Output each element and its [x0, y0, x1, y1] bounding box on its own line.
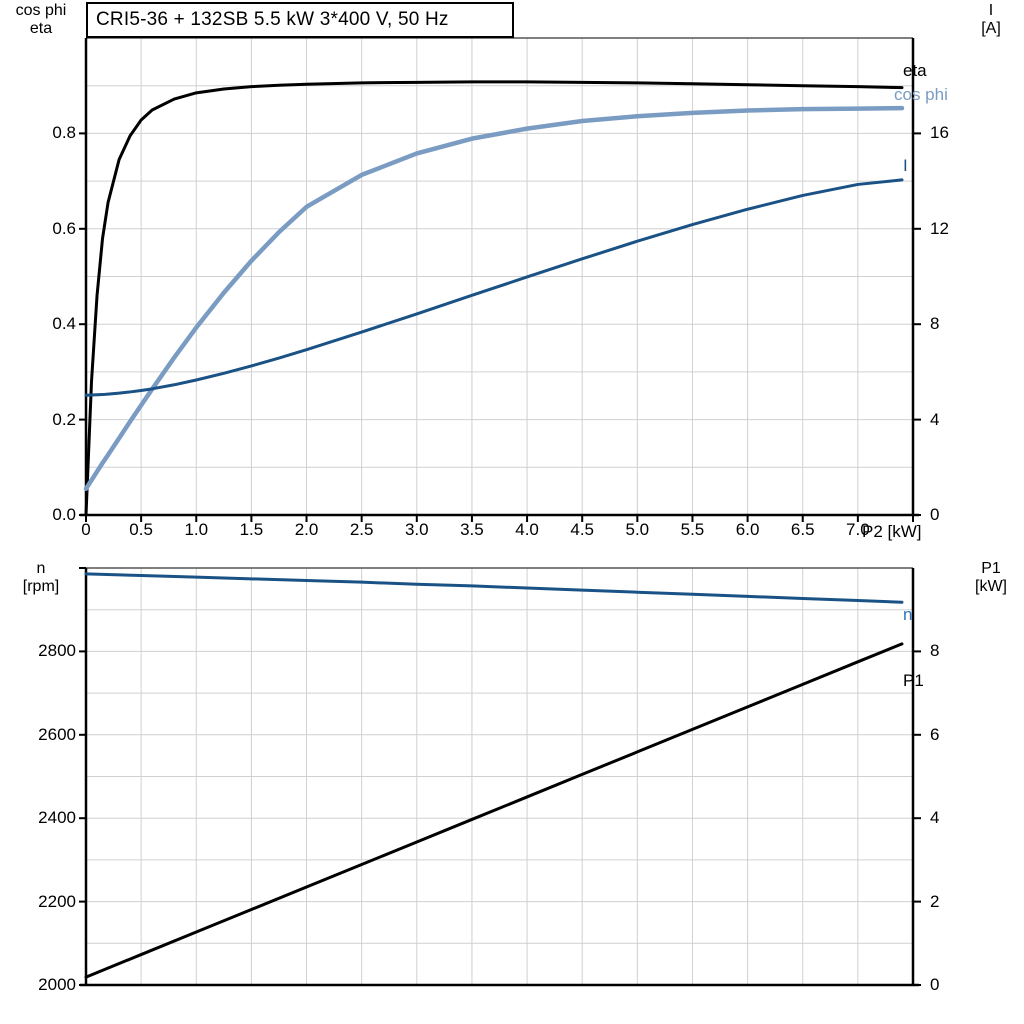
- x-tick-4.5: 4.5: [570, 520, 594, 539]
- bottom-left-tick-2400: 2400: [38, 808, 76, 828]
- x-axis-title: P2 [kW]: [862, 522, 922, 541]
- x-tick-6.0: 6.0: [735, 520, 760, 539]
- bottom-chart-svg: [79, 567, 921, 987]
- top-right-tick-4: 4: [930, 409, 940, 429]
- top-right-tick-8: 8: [930, 314, 940, 334]
- bottom-chart-tickmarks: [79, 567, 921, 986]
- bottom-curve-label-p1: P1: [903, 671, 924, 690]
- bottom-curve-label-speed: n: [903, 605, 913, 624]
- bottom-right-tick-0: 0: [930, 975, 940, 994]
- bottom-chart-frame: [80, 567, 919, 987]
- x-tick-5.0: 5.0: [625, 520, 650, 539]
- x-tick-3.5: 3.5: [460, 520, 484, 539]
- bottom-right-tick-6: 6: [930, 724, 940, 744]
- x-tick-4.0: 4.0: [515, 520, 539, 539]
- x-tick-3.0: 3.0: [404, 520, 429, 539]
- top-left-tick-0.4: 0.4: [52, 314, 76, 334]
- top-right-tick-16: 16: [930, 123, 949, 143]
- x-tick-2.5: 2.5: [349, 520, 374, 539]
- x-tick-0.5: 0.5: [129, 520, 153, 539]
- top-left-axis-title: cos phi eta: [15, 2, 67, 37]
- top-left-tick-0.2: 0.2: [52, 409, 76, 429]
- bottom-left-tick-2600: 2600: [38, 724, 76, 744]
- bottom-left-tick-2200: 2200: [38, 891, 76, 911]
- top-chart-curves: [83, 80, 905, 517]
- top-curve-label-eta: eta: [903, 61, 927, 80]
- chart-title-text: CRI5-36 + 132SB 5.5 kW 3*400 V, 50 Hz: [96, 9, 449, 30]
- top-chart-panel: cos phi eta I [A] CRI5-36 + 132SB 5.5 kW…: [15, 2, 1001, 541]
- x-tick-2.0: 2.0: [294, 520, 319, 539]
- top-left-tick-0.0: 0.0: [52, 505, 76, 524]
- bottom-chart-panel: n [rpm] P1 [kW] 2000 2200 2400 2600 2800 0 2 4…: [0, 548, 1024, 1024]
- top-right-axis-title: I [A]: [981, 2, 1001, 37]
- x-tick-7.0: 7.0: [846, 520, 870, 539]
- x-tick-0: 0: [81, 520, 91, 539]
- x-tick-1.5: 1.5: [239, 520, 264, 539]
- x-tick-5.5: 5.5: [680, 520, 705, 539]
- bottom-chart-gridlines: [85, 567, 914, 986]
- chart-title-box: CRI5-36 + 132SB 5.5 kW 3*400 V, 50 Hz: [86, 2, 514, 38]
- top-right-tick-12: 12: [930, 218, 949, 238]
- bottom-right-tick-8: 8: [930, 641, 940, 661]
- bottom-right-axis-title: P1 [kW]: [975, 560, 1007, 595]
- x-tick-1.0: 1.0: [184, 520, 209, 539]
- bottom-right-tick-4: 4: [930, 808, 940, 828]
- top-chart-tickmarks: [79, 132, 921, 522]
- bottom-chart-curves: [84, 572, 904, 979]
- top-left-tick-0.6: 0.6: [52, 218, 76, 238]
- bottom-left-tick-2000: 2000: [38, 975, 76, 994]
- bottom-left-axis-title: n [rpm]: [22, 560, 60, 595]
- x-tick-6.5: 6.5: [790, 520, 815, 539]
- bottom-right-tick-2: 2: [930, 891, 940, 911]
- top-left-tick-0.8: 0.8: [52, 123, 76, 143]
- top-right-tick-0: 0: [930, 505, 940, 524]
- top-curve-label-cos-phi: cos phi: [894, 85, 948, 104]
- top-chart-svg: [79, 37, 921, 522]
- top-curve-label-current: I: [903, 156, 908, 175]
- bottom-left-tick-2800: 2800: [38, 641, 76, 661]
- top-chart-frame: [80, 37, 919, 517]
